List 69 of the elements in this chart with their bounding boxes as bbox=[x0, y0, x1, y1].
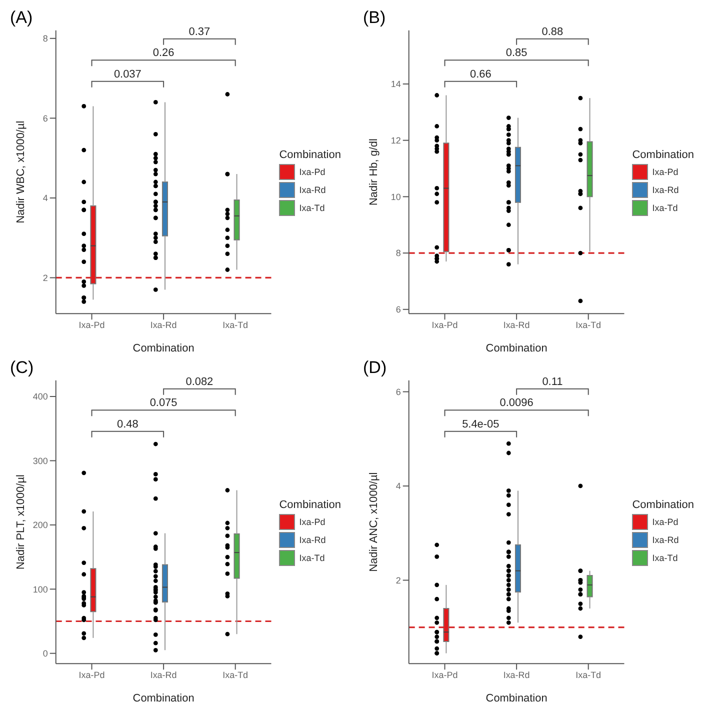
y-tick-label: 10 bbox=[390, 192, 401, 202]
y-tick-label: 14 bbox=[390, 79, 401, 90]
annotation: 0.037 bbox=[114, 68, 142, 80]
chart-title: (D) bbox=[363, 358, 387, 378]
annotation: 0.37 bbox=[188, 26, 210, 38]
x-tick-label: Ixa-Pd bbox=[78, 670, 105, 680]
legend-label: Ixa-Rd bbox=[299, 184, 326, 194]
legend-label: Ixa-Pd bbox=[299, 166, 326, 176]
x-tick-label: Ixa-Rd bbox=[150, 670, 177, 680]
x-tick-label: Ixa-Td bbox=[222, 670, 248, 680]
x-axis-title: Combination bbox=[132, 342, 194, 355]
annotation: 0.66 bbox=[470, 68, 492, 80]
legend-label: Ixa-Td bbox=[652, 552, 678, 562]
annotation: 5.4e-05 bbox=[462, 418, 500, 430]
y-tick-label: 300 bbox=[32, 456, 48, 466]
y-tick-label: 2 bbox=[42, 272, 48, 283]
y-tick-label: 100 bbox=[32, 584, 48, 594]
annotation: 0.85 bbox=[506, 47, 528, 60]
y-tick-label: 6 bbox=[396, 386, 401, 397]
x-tick-label: Ixa-Td bbox=[576, 670, 602, 680]
legend-title: Combination bbox=[632, 148, 695, 160]
x-tick-label: Ixa-Pd bbox=[78, 320, 105, 330]
y-axis-title: Nadir ANC, x1000/µl bbox=[368, 472, 380, 572]
legend-label: Ixa-Pd bbox=[299, 516, 326, 526]
y-tick-label: 4 bbox=[42, 193, 48, 204]
x-tick-label: Ixa-Pd bbox=[432, 670, 458, 680]
annotation: 0.0096 bbox=[500, 397, 534, 410]
y-tick-label: 200 bbox=[32, 520, 48, 530]
x-tick-label: Ixa-Rd bbox=[150, 320, 177, 330]
x-tick-label: Ixa-Pd bbox=[432, 320, 458, 330]
y-tick-label: 4 bbox=[396, 481, 401, 492]
y-tick-label: 400 bbox=[32, 392, 48, 402]
x-axis-title: Combination bbox=[486, 342, 548, 355]
legend-title: Combination bbox=[279, 498, 342, 510]
annotation: 0.88 bbox=[542, 26, 564, 38]
y-tick-label: 2 bbox=[396, 575, 401, 586]
annotation: 0.11 bbox=[542, 376, 563, 388]
y-tick-label: 12 bbox=[390, 136, 401, 146]
x-tick-label: Ixa-Rd bbox=[503, 670, 530, 680]
y-tick-label: 8 bbox=[42, 34, 48, 44]
x-tick-label: Ixa-Rd bbox=[503, 320, 530, 330]
chart-title: (A) bbox=[10, 8, 33, 28]
legend-label: Ixa-Rd bbox=[299, 534, 326, 544]
y-tick-label: 6 bbox=[396, 304, 401, 315]
y-axis-title: Nadir WBC, x1000/µl bbox=[14, 120, 27, 224]
legend-label: Ixa-Rd bbox=[652, 184, 679, 194]
x-tick-label: Ixa-Td bbox=[222, 320, 248, 330]
y-axis-title: Nadir PLT, x1000/µl bbox=[14, 474, 27, 570]
legend-label: Ixa-Rd bbox=[652, 534, 679, 544]
y-tick-label: 8 bbox=[396, 248, 401, 258]
x-tick-label: Ixa-Td bbox=[576, 320, 602, 330]
annotation: 0.082 bbox=[186, 376, 214, 388]
chart-title: (B) bbox=[363, 8, 386, 28]
legend-title: Combination bbox=[632, 498, 695, 510]
annotation: 0.48 bbox=[116, 418, 138, 430]
y-tick-label: 0 bbox=[42, 648, 48, 659]
legend-title: Combination bbox=[279, 148, 342, 160]
legend-label: Ixa-Td bbox=[652, 202, 678, 212]
annotation: 0.075 bbox=[150, 397, 178, 410]
chart-title: (C) bbox=[10, 358, 34, 378]
y-axis-title: Nadir Hb, g/dl bbox=[368, 138, 380, 206]
x-axis-title: Combination bbox=[132, 692, 194, 705]
legend-label: Ixa-Td bbox=[299, 552, 325, 562]
legend-label: Ixa-Pd bbox=[652, 166, 678, 176]
annotation: 0.26 bbox=[152, 47, 174, 60]
x-axis-title: Combination bbox=[486, 692, 548, 705]
legend-label: Ixa-Pd bbox=[652, 516, 678, 526]
y-tick-label: 6 bbox=[42, 113, 48, 124]
legend-label: Ixa-Td bbox=[299, 202, 325, 212]
